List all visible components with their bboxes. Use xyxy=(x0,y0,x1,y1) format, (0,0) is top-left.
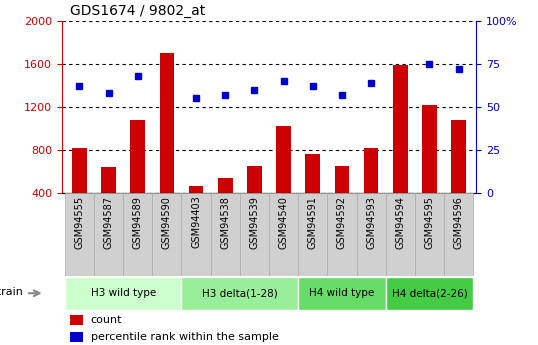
Text: GSM94587: GSM94587 xyxy=(103,196,114,249)
Text: GSM94403: GSM94403 xyxy=(191,196,201,248)
Bar xyxy=(130,120,145,193)
Text: H3 delta(1-28): H3 delta(1-28) xyxy=(202,288,278,298)
Bar xyxy=(189,186,203,193)
Text: GSM94596: GSM94596 xyxy=(454,196,464,248)
Text: GSM94590: GSM94590 xyxy=(162,196,172,248)
Bar xyxy=(422,105,437,193)
Bar xyxy=(123,193,152,276)
Text: GSM94555: GSM94555 xyxy=(74,196,84,249)
Bar xyxy=(247,166,261,193)
Bar xyxy=(444,193,473,276)
Bar xyxy=(65,277,181,310)
Text: GSM94539: GSM94539 xyxy=(250,196,259,248)
Text: GSM94595: GSM94595 xyxy=(424,196,435,249)
Bar xyxy=(269,193,298,276)
Bar xyxy=(240,193,269,276)
Bar xyxy=(70,332,83,342)
Text: H4 wild type: H4 wild type xyxy=(309,288,374,298)
Text: GSM94592: GSM94592 xyxy=(337,196,347,249)
Bar xyxy=(101,167,116,193)
Bar xyxy=(451,120,466,193)
Bar xyxy=(357,193,386,276)
Bar xyxy=(327,193,357,276)
Text: H3 wild type: H3 wild type xyxy=(90,288,156,298)
Bar xyxy=(65,193,94,276)
Bar xyxy=(218,178,232,193)
Bar xyxy=(160,53,174,193)
Bar xyxy=(277,126,291,193)
Bar xyxy=(386,193,415,276)
Text: percentile rank within the sample: percentile rank within the sample xyxy=(91,332,279,342)
Text: GSM94593: GSM94593 xyxy=(366,196,376,248)
Text: GSM94589: GSM94589 xyxy=(133,196,143,248)
Text: GSM94591: GSM94591 xyxy=(308,196,318,248)
Bar xyxy=(335,166,349,193)
Text: GSM94540: GSM94540 xyxy=(279,196,288,248)
Text: strain: strain xyxy=(0,287,24,296)
Text: count: count xyxy=(91,315,122,325)
Text: GDS1674 / 9802_at: GDS1674 / 9802_at xyxy=(70,4,206,18)
Bar xyxy=(152,193,181,276)
Text: GSM94594: GSM94594 xyxy=(395,196,405,248)
Bar xyxy=(181,193,211,276)
Bar xyxy=(393,65,408,193)
Bar xyxy=(306,155,320,193)
Bar xyxy=(72,148,87,193)
Bar xyxy=(298,277,386,310)
Bar xyxy=(70,315,83,325)
Bar xyxy=(94,193,123,276)
Bar xyxy=(386,277,473,310)
Bar xyxy=(298,193,327,276)
Bar xyxy=(211,193,240,276)
Bar xyxy=(364,148,378,193)
Bar xyxy=(181,277,298,310)
Bar xyxy=(415,193,444,276)
Text: H4 delta(2-26): H4 delta(2-26) xyxy=(392,288,468,298)
Text: GSM94538: GSM94538 xyxy=(220,196,230,248)
